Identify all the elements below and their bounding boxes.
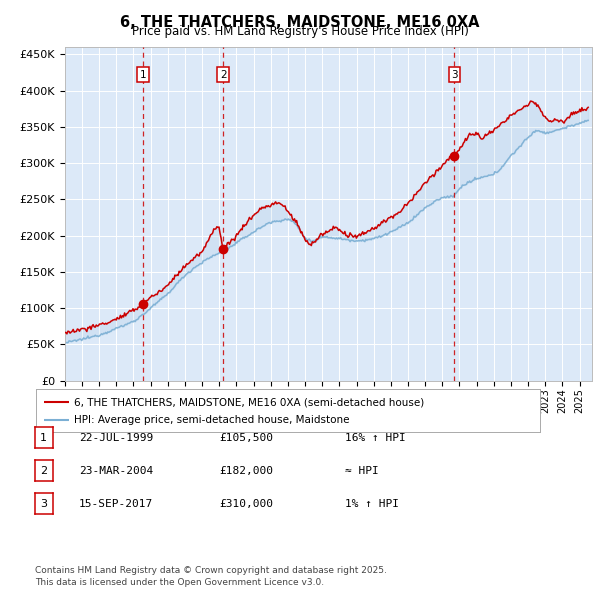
Text: 6, THE THATCHERS, MAIDSTONE, ME16 0XA (semi-detached house): 6, THE THATCHERS, MAIDSTONE, ME16 0XA (s…	[74, 397, 424, 407]
Text: £105,500: £105,500	[219, 433, 273, 442]
Text: £182,000: £182,000	[219, 466, 273, 476]
Text: 1: 1	[40, 433, 47, 442]
Text: ≈ HPI: ≈ HPI	[345, 466, 379, 476]
Text: 2: 2	[220, 70, 226, 80]
Text: 1% ↑ HPI: 1% ↑ HPI	[345, 499, 399, 509]
Text: HPI: Average price, semi-detached house, Maidstone: HPI: Average price, semi-detached house,…	[74, 415, 349, 425]
Text: 23-MAR-2004: 23-MAR-2004	[79, 466, 154, 476]
Text: 6, THE THATCHERS, MAIDSTONE, ME16 0XA: 6, THE THATCHERS, MAIDSTONE, ME16 0XA	[120, 15, 480, 30]
Text: 3: 3	[451, 70, 458, 80]
Text: Contains HM Land Registry data © Crown copyright and database right 2025.
This d: Contains HM Land Registry data © Crown c…	[35, 566, 386, 587]
Text: 16% ↑ HPI: 16% ↑ HPI	[345, 433, 406, 442]
Text: 2: 2	[40, 466, 47, 476]
Text: 22-JUL-1999: 22-JUL-1999	[79, 433, 154, 442]
Text: 1: 1	[140, 70, 146, 80]
Text: Price paid vs. HM Land Registry's House Price Index (HPI): Price paid vs. HM Land Registry's House …	[131, 25, 469, 38]
Text: £310,000: £310,000	[219, 499, 273, 509]
Text: 15-SEP-2017: 15-SEP-2017	[79, 499, 154, 509]
Text: 3: 3	[40, 499, 47, 509]
